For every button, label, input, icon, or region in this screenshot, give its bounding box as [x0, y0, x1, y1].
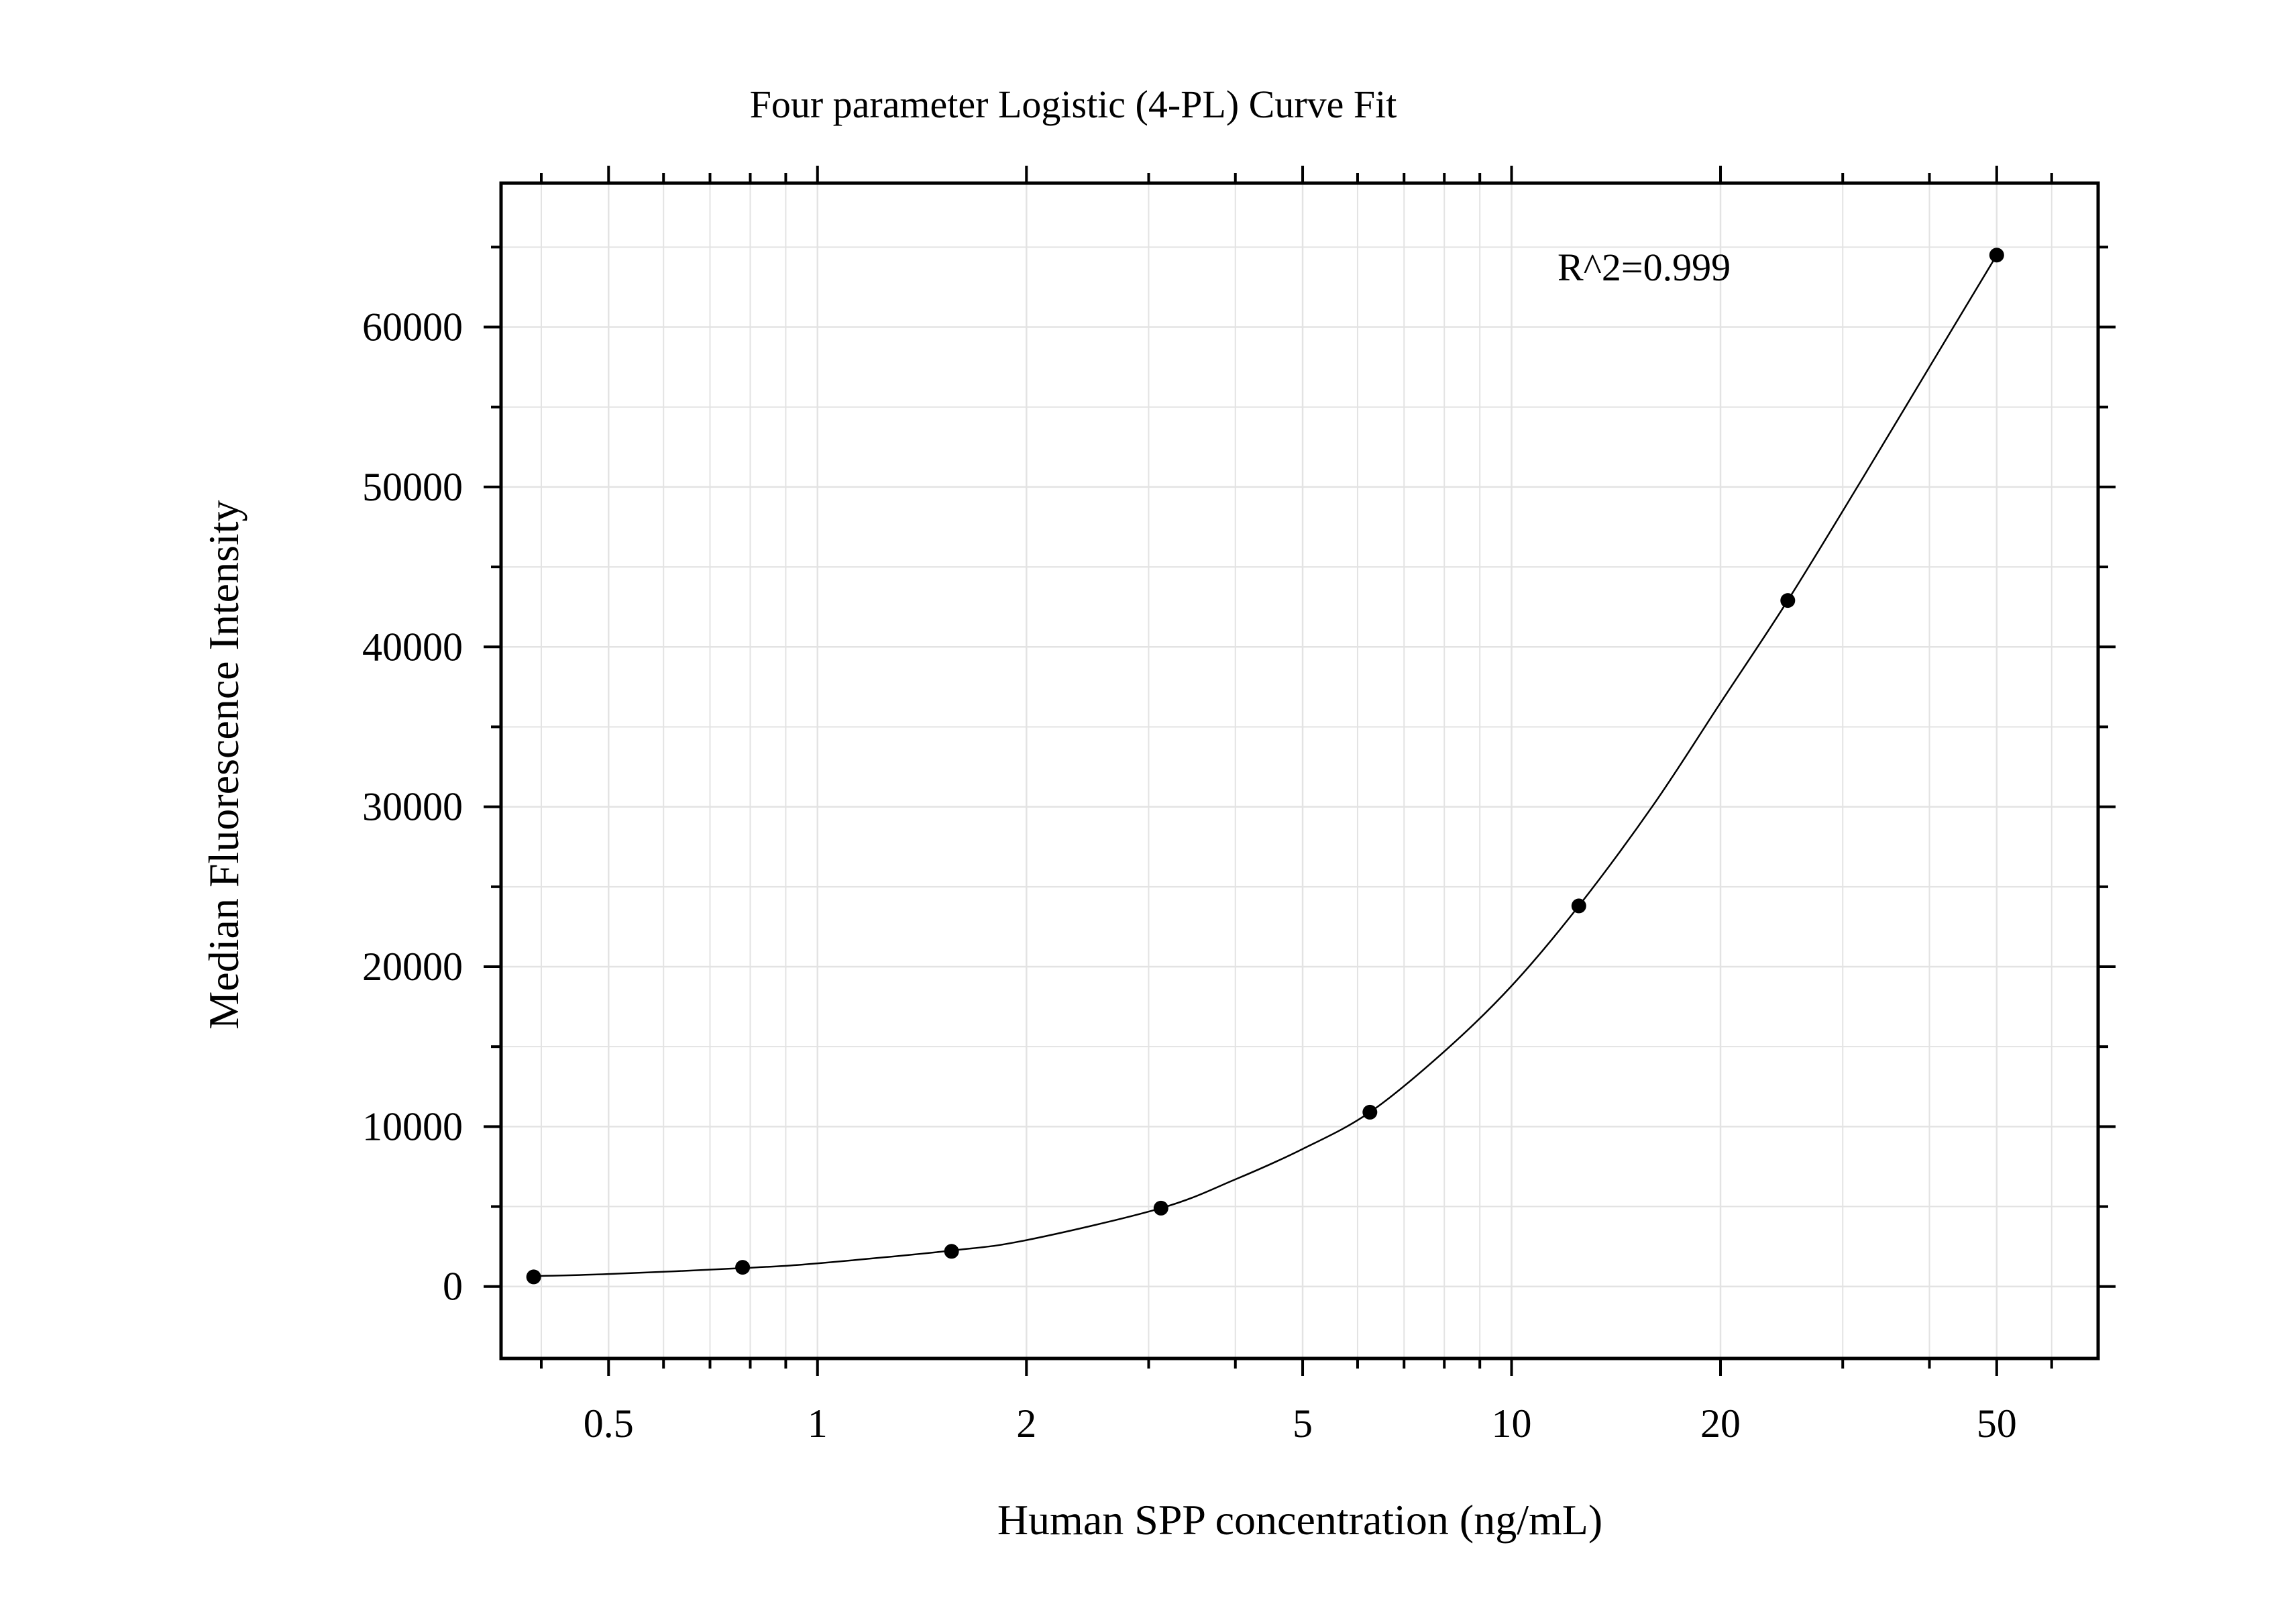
y-tick-label: 10000 [362, 1104, 463, 1148]
data-point [1780, 593, 1796, 608]
x-tick-label: 0.5 [584, 1401, 634, 1446]
data-point [1153, 1200, 1168, 1216]
data-point [1362, 1104, 1378, 1120]
y-tick-labels: 0 10000 20000 30000 40000 50000 60000 [362, 305, 463, 1309]
grid [501, 183, 2098, 1358]
y-tick-label: 0 [443, 1265, 463, 1309]
y-tick-label: 50000 [362, 465, 463, 509]
chart-title: Four parameter Logistic (4-PL) Curve Fit [750, 83, 1397, 126]
x-tick-label: 20 [1700, 1401, 1741, 1446]
r-squared-annotation: R^2=0.999 [1557, 246, 1731, 289]
x-tick-label: 10 [1492, 1401, 1532, 1446]
y-axis-label: Median Fluorescence Intensity [200, 500, 248, 1029]
data-point [735, 1260, 751, 1275]
fit-curve [533, 254, 1998, 1277]
axis-ticks [484, 166, 2116, 1376]
plot-frame [499, 181, 2100, 1360]
y-tick-label: 60000 [362, 305, 463, 350]
x-tick-label: 1 [808, 1401, 828, 1446]
y-tick-label: 40000 [362, 625, 463, 669]
y-tick-label: 30000 [362, 785, 463, 829]
data-point [1571, 898, 1586, 914]
x-tick-labels: 0.5 1 2 5 10 20 50 [584, 1401, 2017, 1446]
x-tick-label: 5 [1293, 1401, 1313, 1446]
data-point [944, 1244, 959, 1259]
x-tick-label: 2 [1016, 1401, 1036, 1446]
x-axis-label: Human SPP concentration (ng/mL) [997, 1496, 1602, 1544]
y-tick-label: 20000 [362, 945, 463, 989]
data-point [526, 1269, 541, 1285]
x-tick-label: 50 [1977, 1401, 2017, 1446]
data-point [1989, 248, 2004, 263]
data-points [526, 248, 2004, 1285]
